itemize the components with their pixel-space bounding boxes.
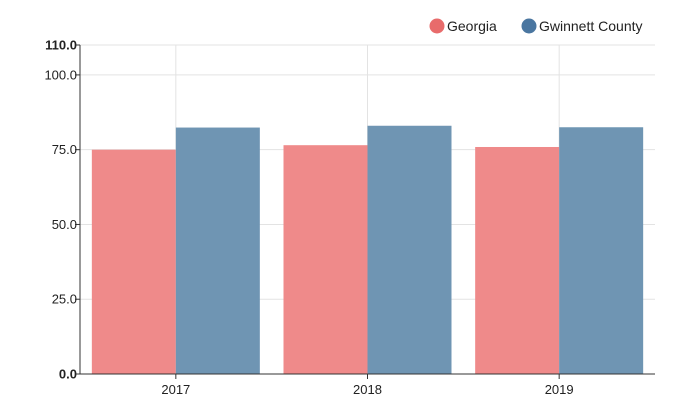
legend-label-0: Georgia xyxy=(447,18,497,34)
x-tick-label: 2018 xyxy=(353,382,382,397)
y-tick-label: 50.0 xyxy=(52,217,77,232)
legend-marker-0 xyxy=(429,18,445,34)
y-tick-label: 75.0 xyxy=(52,142,77,157)
legend-marker-1 xyxy=(521,18,537,34)
bar-georgia-2017 xyxy=(91,149,176,374)
x-tick-label: 2017 xyxy=(161,382,190,397)
legend-label-1: Gwinnett County xyxy=(539,18,643,34)
bar-gwinnett-county-2019 xyxy=(559,127,644,374)
x-axis-ticks: 2017 2018 2019 xyxy=(161,382,573,397)
y-tick-label: 110.0 xyxy=(45,38,77,53)
bar-gwinnett-county-2018 xyxy=(367,125,452,374)
bar-georgia-2019 xyxy=(475,146,560,374)
y-tick-label: 100.0 xyxy=(44,67,77,82)
chart-bars xyxy=(91,125,644,374)
chart-legend: Georgia Gwinnett County xyxy=(429,18,643,34)
bar-georgia-2018 xyxy=(283,145,368,374)
y-axis-ticks: 0.0 25.0 50.0 75.0 100.0 110.0 xyxy=(44,38,77,382)
y-tick-label: 25.0 xyxy=(52,292,77,307)
chart-axes xyxy=(75,44,655,379)
bar-gwinnett-county-2017 xyxy=(175,127,260,374)
x-tick-label: 2019 xyxy=(545,382,574,397)
y-tick-label: 0.0 xyxy=(59,367,77,382)
